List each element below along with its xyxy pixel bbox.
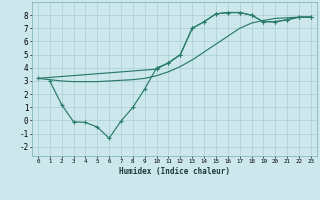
X-axis label: Humidex (Indice chaleur): Humidex (Indice chaleur) xyxy=(119,167,230,176)
